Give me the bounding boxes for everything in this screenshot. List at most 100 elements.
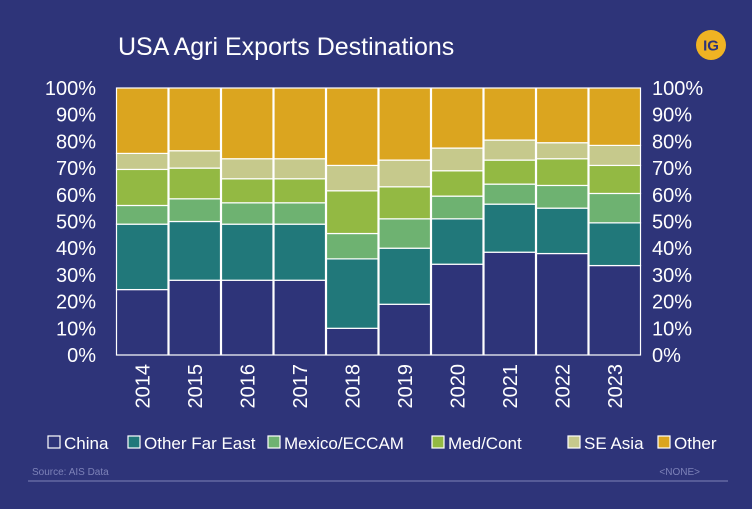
legend-swatch — [567, 435, 581, 449]
bar-segment-other-2023 — [588, 87, 642, 147]
legend-swatch — [47, 435, 61, 449]
x-tick-label: 2015 — [185, 364, 207, 409]
bar-segment-other-2021 — [483, 87, 537, 141]
bar-segment-med-cont-2014 — [115, 168, 169, 207]
bar-segment-china-2015 — [168, 279, 222, 356]
bar-segment-med-cont-2017 — [273, 178, 327, 204]
legend-label: SE Asia — [584, 434, 644, 453]
bar-segment-mexico-eccam-2017 — [273, 202, 327, 225]
bar-segment-se-asia-2015 — [168, 150, 222, 169]
y-axis-left: 0% 10% 20% 30% 40% 50% 60% 70% 80% 90% 100% — [45, 78, 96, 367]
y-tick-label-right: 20% — [652, 292, 692, 314]
bar-segment-china-2016 — [220, 279, 274, 356]
bar-segment-se-asia-2019 — [378, 159, 432, 188]
bar-segment-other-2017 — [273, 87, 327, 160]
bar-segment-mexico-eccam-2015 — [168, 198, 222, 223]
bar-segment-med-cont-2023 — [588, 164, 642, 195]
bar-segment-se-asia-2020 — [430, 147, 484, 172]
x-tick-label: 2023 — [605, 364, 627, 409]
y-tick-label-left: 80% — [56, 131, 96, 153]
bar-segment-china-2020 — [430, 263, 484, 356]
bar-segment-other-far-east-2020 — [430, 218, 484, 265]
bar-segment-se-asia-2023 — [588, 144, 642, 167]
bar-segment-mexico-eccam-2019 — [378, 218, 432, 249]
bar-segment-mexico-eccam-2014 — [115, 204, 169, 225]
bar-segment-china-2021 — [483, 251, 537, 356]
bar-segment-se-asia-2016 — [220, 158, 274, 180]
y-axis-right: 0% 10% 20% 30% 40% 50% 60% 70% 80% 90% 100% — [652, 78, 703, 367]
bar-segment-mexico-eccam-2022 — [535, 184, 589, 209]
bar-segment-se-asia-2021 — [483, 139, 537, 161]
legend-label: China — [64, 434, 109, 453]
bar-segment-other-2019 — [378, 87, 432, 161]
bar-segment-other-far-east-2021 — [483, 203, 537, 253]
bar-segment-other-far-east-2016 — [220, 223, 274, 281]
bar-segment-med-cont-2019 — [378, 186, 432, 220]
legend-label: Other — [674, 434, 717, 453]
bar-segment-med-cont-2020 — [430, 170, 484, 197]
bar-segment-china-2022 — [535, 252, 589, 356]
bar-segment-other-2020 — [430, 87, 484, 149]
y-tick-label-left: 50% — [56, 212, 96, 234]
legend-label: Med/Cont — [448, 434, 522, 453]
bar-segment-china-2014 — [115, 288, 169, 356]
bar-segment-china-2023 — [588, 264, 642, 356]
y-tick-label-left: 100% — [45, 78, 96, 100]
footer-source: Source: AIS Data — [32, 467, 109, 478]
bar-segment-china-2018 — [325, 327, 379, 356]
y-tick-label-left: 90% — [56, 105, 96, 127]
y-tick-label-right: 70% — [652, 158, 692, 180]
bar-segment-mexico-eccam-2018 — [325, 232, 379, 260]
x-tick-label: 2018 — [342, 364, 364, 409]
footer-note: <NONE> — [659, 467, 700, 478]
ig-logo-text: IG — [703, 38, 719, 55]
x-tick-label: 2017 — [290, 364, 312, 409]
chart-title: USA Agri Exports Destinations — [118, 33, 454, 61]
bar-segment-china-2017 — [273, 279, 327, 356]
y-tick-label-left: 70% — [56, 158, 96, 180]
bar-segment-other-far-east-2014 — [115, 223, 169, 291]
legend-label: Other Far East — [144, 434, 256, 453]
bar-segment-other-far-east-2015 — [168, 220, 222, 281]
bar-segment-se-asia-2014 — [115, 152, 169, 171]
legend-swatch — [127, 435, 141, 449]
bars — [115, 87, 642, 356]
bar-segment-mexico-eccam-2016 — [220, 202, 274, 225]
legend-label: Mexico/ECCAM — [284, 434, 404, 453]
y-tick-label-left: 20% — [56, 292, 96, 314]
y-tick-label-left: 40% — [56, 238, 96, 260]
ig-logo-circle — [696, 30, 726, 60]
bar-segment-med-cont-2022 — [535, 158, 589, 187]
bar-segment-mexico-eccam-2021 — [483, 183, 537, 205]
y-tick-label-left: 0% — [67, 345, 96, 367]
y-tick-label-left: 30% — [56, 265, 96, 287]
x-tick-label: 2016 — [237, 364, 259, 409]
x-tick-label: 2021 — [500, 364, 522, 409]
bar-segment-mexico-eccam-2023 — [588, 192, 642, 224]
x-tick-label: 2022 — [552, 364, 574, 409]
bar-segment-other-far-east-2019 — [378, 247, 432, 305]
bar-segment-other-2016 — [220, 87, 274, 160]
y-tick-label-left: 60% — [56, 185, 96, 207]
bar-segment-mexico-eccam-2020 — [430, 195, 484, 220]
y-tick-label-right: 100% — [652, 78, 703, 100]
x-tick-label: 2019 — [395, 364, 417, 409]
y-tick-label-right: 30% — [652, 265, 692, 287]
legend-swatch — [267, 435, 281, 449]
bar-segment-other-2022 — [535, 87, 589, 144]
bar-segment-med-cont-2021 — [483, 159, 537, 185]
bar-segment-med-cont-2015 — [168, 167, 222, 200]
bar-segment-se-asia-2022 — [535, 142, 589, 160]
y-tick-label-right: 10% — [652, 318, 692, 340]
legend: China Other Far East Mexico/ECCAM Med/Cont S… — [47, 434, 717, 453]
y-tick-label-right: 80% — [652, 131, 692, 153]
y-tick-label-right: 40% — [652, 238, 692, 260]
y-tick-label-right: 0% — [652, 345, 681, 367]
bar-segment-other-far-east-2018 — [325, 258, 379, 329]
bar-segment-other-far-east-2017 — [273, 223, 327, 281]
bar-segment-other-far-east-2023 — [588, 222, 642, 267]
y-tick-label-right: 50% — [652, 212, 692, 234]
bar-segment-med-cont-2018 — [325, 190, 379, 235]
